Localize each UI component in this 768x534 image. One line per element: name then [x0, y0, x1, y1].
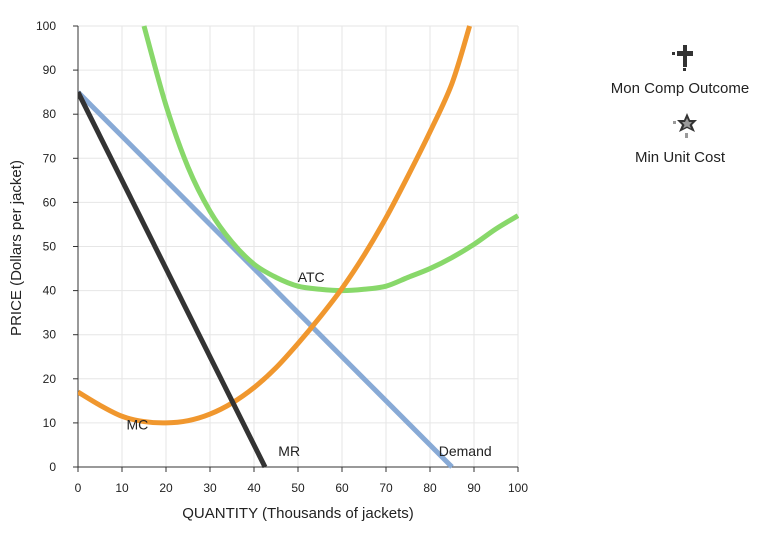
x-tick-label: 50 — [291, 481, 305, 495]
series-mr-line[interactable] — [78, 91, 268, 469]
x-tick-label: 0 — [75, 481, 82, 495]
y-tick-label: 50 — [43, 240, 57, 254]
x-axis-title: QUANTITY (Thousands of jackets) — [182, 505, 413, 522]
x-tick-label: 100 — [508, 481, 528, 495]
series-atc-line[interactable] — [141, 25, 519, 294]
legend-label: Mon Comp Outcome — [610, 80, 750, 97]
grid — [78, 25, 519, 467]
x-tick-label: 30 — [203, 481, 217, 495]
y-tick-label: 80 — [43, 107, 57, 121]
x-tick-label: 70 — [379, 481, 393, 495]
y-tick-label: 70 — [43, 151, 57, 165]
y-axis-title: PRICE (Dollars per jacket) — [8, 160, 25, 336]
y-tick-label: 40 — [43, 284, 57, 298]
legend-item-min-unit-cost[interactable]: Min Unit Cost — [596, 109, 764, 166]
legend: Mon Comp Outcome Min Unit Cost — [596, 40, 764, 166]
y-tick-label: 30 — [43, 328, 57, 342]
ticks: 0 10 20 30 40 50 60 70 80 90 100 0 10 20 30 40 50 60 70 80 9… — [36, 19, 528, 495]
label-mr: MR — [278, 443, 300, 459]
y-tick-label: 90 — [43, 63, 57, 77]
y-tick-label: 60 — [43, 195, 57, 209]
label-mc: MC — [127, 417, 149, 433]
y-tick-label: 10 — [43, 416, 57, 430]
series-mc-line[interactable] — [78, 25, 472, 426]
curve-labels: Demand MR ATC MC — [127, 269, 492, 459]
gray-star-marker-icon — [673, 113, 697, 138]
x-tick-label: 20 — [159, 481, 173, 495]
y-tick-label: 0 — [49, 460, 56, 474]
x-tick-label: 80 — [423, 481, 437, 495]
legend-item-mon-comp-outcome[interactable]: Mon Comp Outcome — [596, 40, 764, 97]
legend-label: Min Unit Cost — [634, 149, 726, 166]
y-tick-label: 100 — [36, 19, 56, 33]
x-tick-label: 90 — [467, 481, 481, 495]
x-tick-label: 10 — [115, 481, 129, 495]
label-demand: Demand — [439, 443, 492, 459]
series[interactable] — [78, 25, 519, 469]
label-atc: ATC — [298, 269, 325, 285]
x-tick-label: 60 — [335, 481, 349, 495]
y-tick-label: 20 — [43, 372, 57, 386]
series-demand-line[interactable] — [78, 90, 454, 469]
dark-plus-marker-icon — [672, 45, 693, 71]
x-tick-label: 40 — [247, 481, 261, 495]
